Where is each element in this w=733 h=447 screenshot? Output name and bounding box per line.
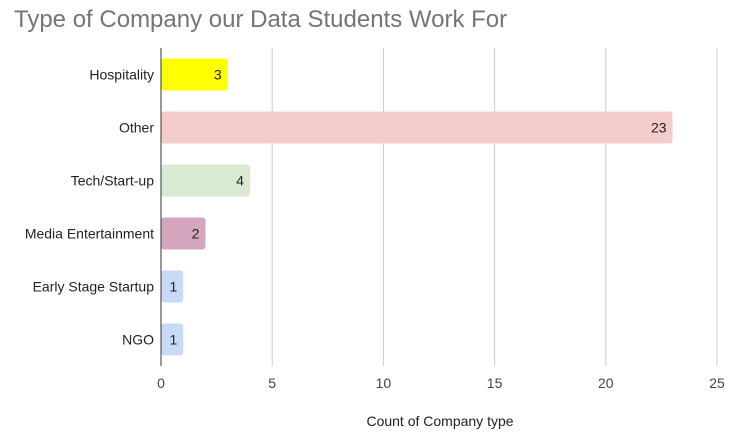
- category-label: Tech/Start-up: [71, 173, 154, 189]
- chart-title: Type of Company our Data Students Work F…: [14, 6, 508, 33]
- bar: [161, 164, 250, 197]
- category-label: Other: [119, 120, 154, 136]
- data-label: 23: [651, 120, 667, 136]
- bar: [161, 323, 184, 356]
- data-label: 1: [169, 279, 177, 295]
- bar: [161, 217, 206, 250]
- category-label: NGO: [122, 332, 154, 348]
- bars: [161, 58, 673, 356]
- data-label: 1: [169, 332, 177, 348]
- gridlines: [271, 48, 718, 366]
- bar: [161, 270, 184, 303]
- x-axis-title: Count of Company type: [366, 413, 513, 429]
- x-tick-label: 20: [598, 375, 614, 391]
- data-label: 2: [192, 226, 200, 242]
- category-label: Media Entertainment: [25, 226, 154, 242]
- x-tick-label: 0: [157, 375, 165, 391]
- category-label: Hospitality: [89, 67, 154, 83]
- x-tick-label: 10: [376, 375, 392, 391]
- category-label: Early Stage Startup: [33, 279, 155, 295]
- bar: [161, 111, 673, 144]
- x-tick-label: 5: [268, 375, 276, 391]
- data-label: 3: [214, 67, 222, 83]
- labels: 0 5 10 15 20 25 Hospitality 3 Other 23 Tech/Start-…: [25, 67, 725, 392]
- x-tick-label: 25: [709, 375, 725, 391]
- data-label: 4: [236, 173, 244, 189]
- x-tick-label: 15: [487, 375, 503, 391]
- bar: [161, 58, 228, 91]
